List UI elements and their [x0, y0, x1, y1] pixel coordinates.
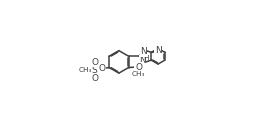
Text: CH₃: CH₃	[132, 71, 145, 77]
Text: N: N	[139, 56, 146, 65]
Text: O: O	[91, 74, 98, 83]
Text: CH₃: CH₃	[78, 67, 92, 73]
Text: N: N	[140, 48, 147, 56]
Text: S: S	[92, 66, 97, 75]
Text: O: O	[91, 58, 98, 67]
Text: O: O	[99, 64, 106, 73]
Text: H: H	[143, 55, 149, 61]
Text: O: O	[135, 63, 142, 72]
Text: N: N	[155, 46, 162, 55]
